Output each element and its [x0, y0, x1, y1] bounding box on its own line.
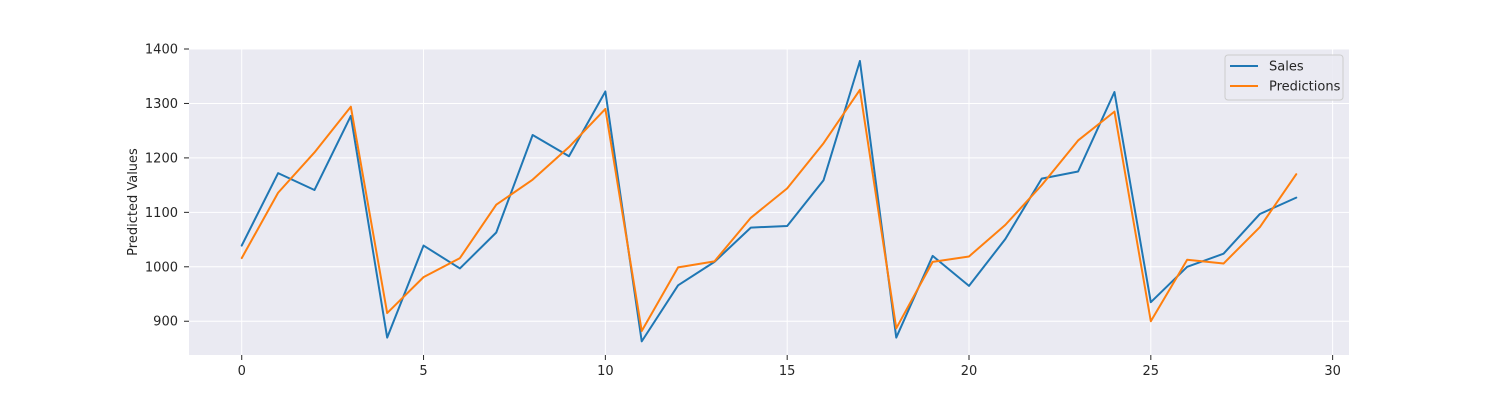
- y-tick-label: 1300: [145, 97, 178, 112]
- x-tick-label: 15: [779, 364, 796, 379]
- series-line-predictions: [240, 88, 1298, 333]
- x-tick-label: 25: [1143, 364, 1160, 379]
- legend: Sales Predictions: [1224, 54, 1344, 101]
- x-tick-label: 5: [419, 364, 427, 379]
- x-tick-label: 20: [961, 364, 978, 379]
- x-tick-label: 10: [597, 364, 614, 379]
- y-axis: 900 1000 1100 1200 1300 1400: [145, 43, 189, 330]
- x-axis: 0 5 10 15 20 25 30: [238, 355, 1341, 379]
- x-tick-label: 30: [1324, 364, 1341, 379]
- y-tick-label: 1400: [145, 43, 178, 58]
- y-tick-label: 900: [153, 315, 178, 330]
- series-layer: [240, 59, 1298, 343]
- y-tick-label: 1200: [145, 151, 178, 166]
- grid-lines: [189, 48, 1349, 355]
- x-tick-label: 0: [238, 364, 246, 379]
- y-axis-label: Predicted Values: [126, 148, 141, 256]
- series-line-sales: [240, 59, 1298, 343]
- legend-label-predictions: Predictions: [1269, 80, 1341, 95]
- y-tick-label: 1000: [145, 260, 178, 275]
- y-tick-label: 1100: [145, 206, 178, 221]
- legend-label-sales: Sales: [1269, 60, 1304, 75]
